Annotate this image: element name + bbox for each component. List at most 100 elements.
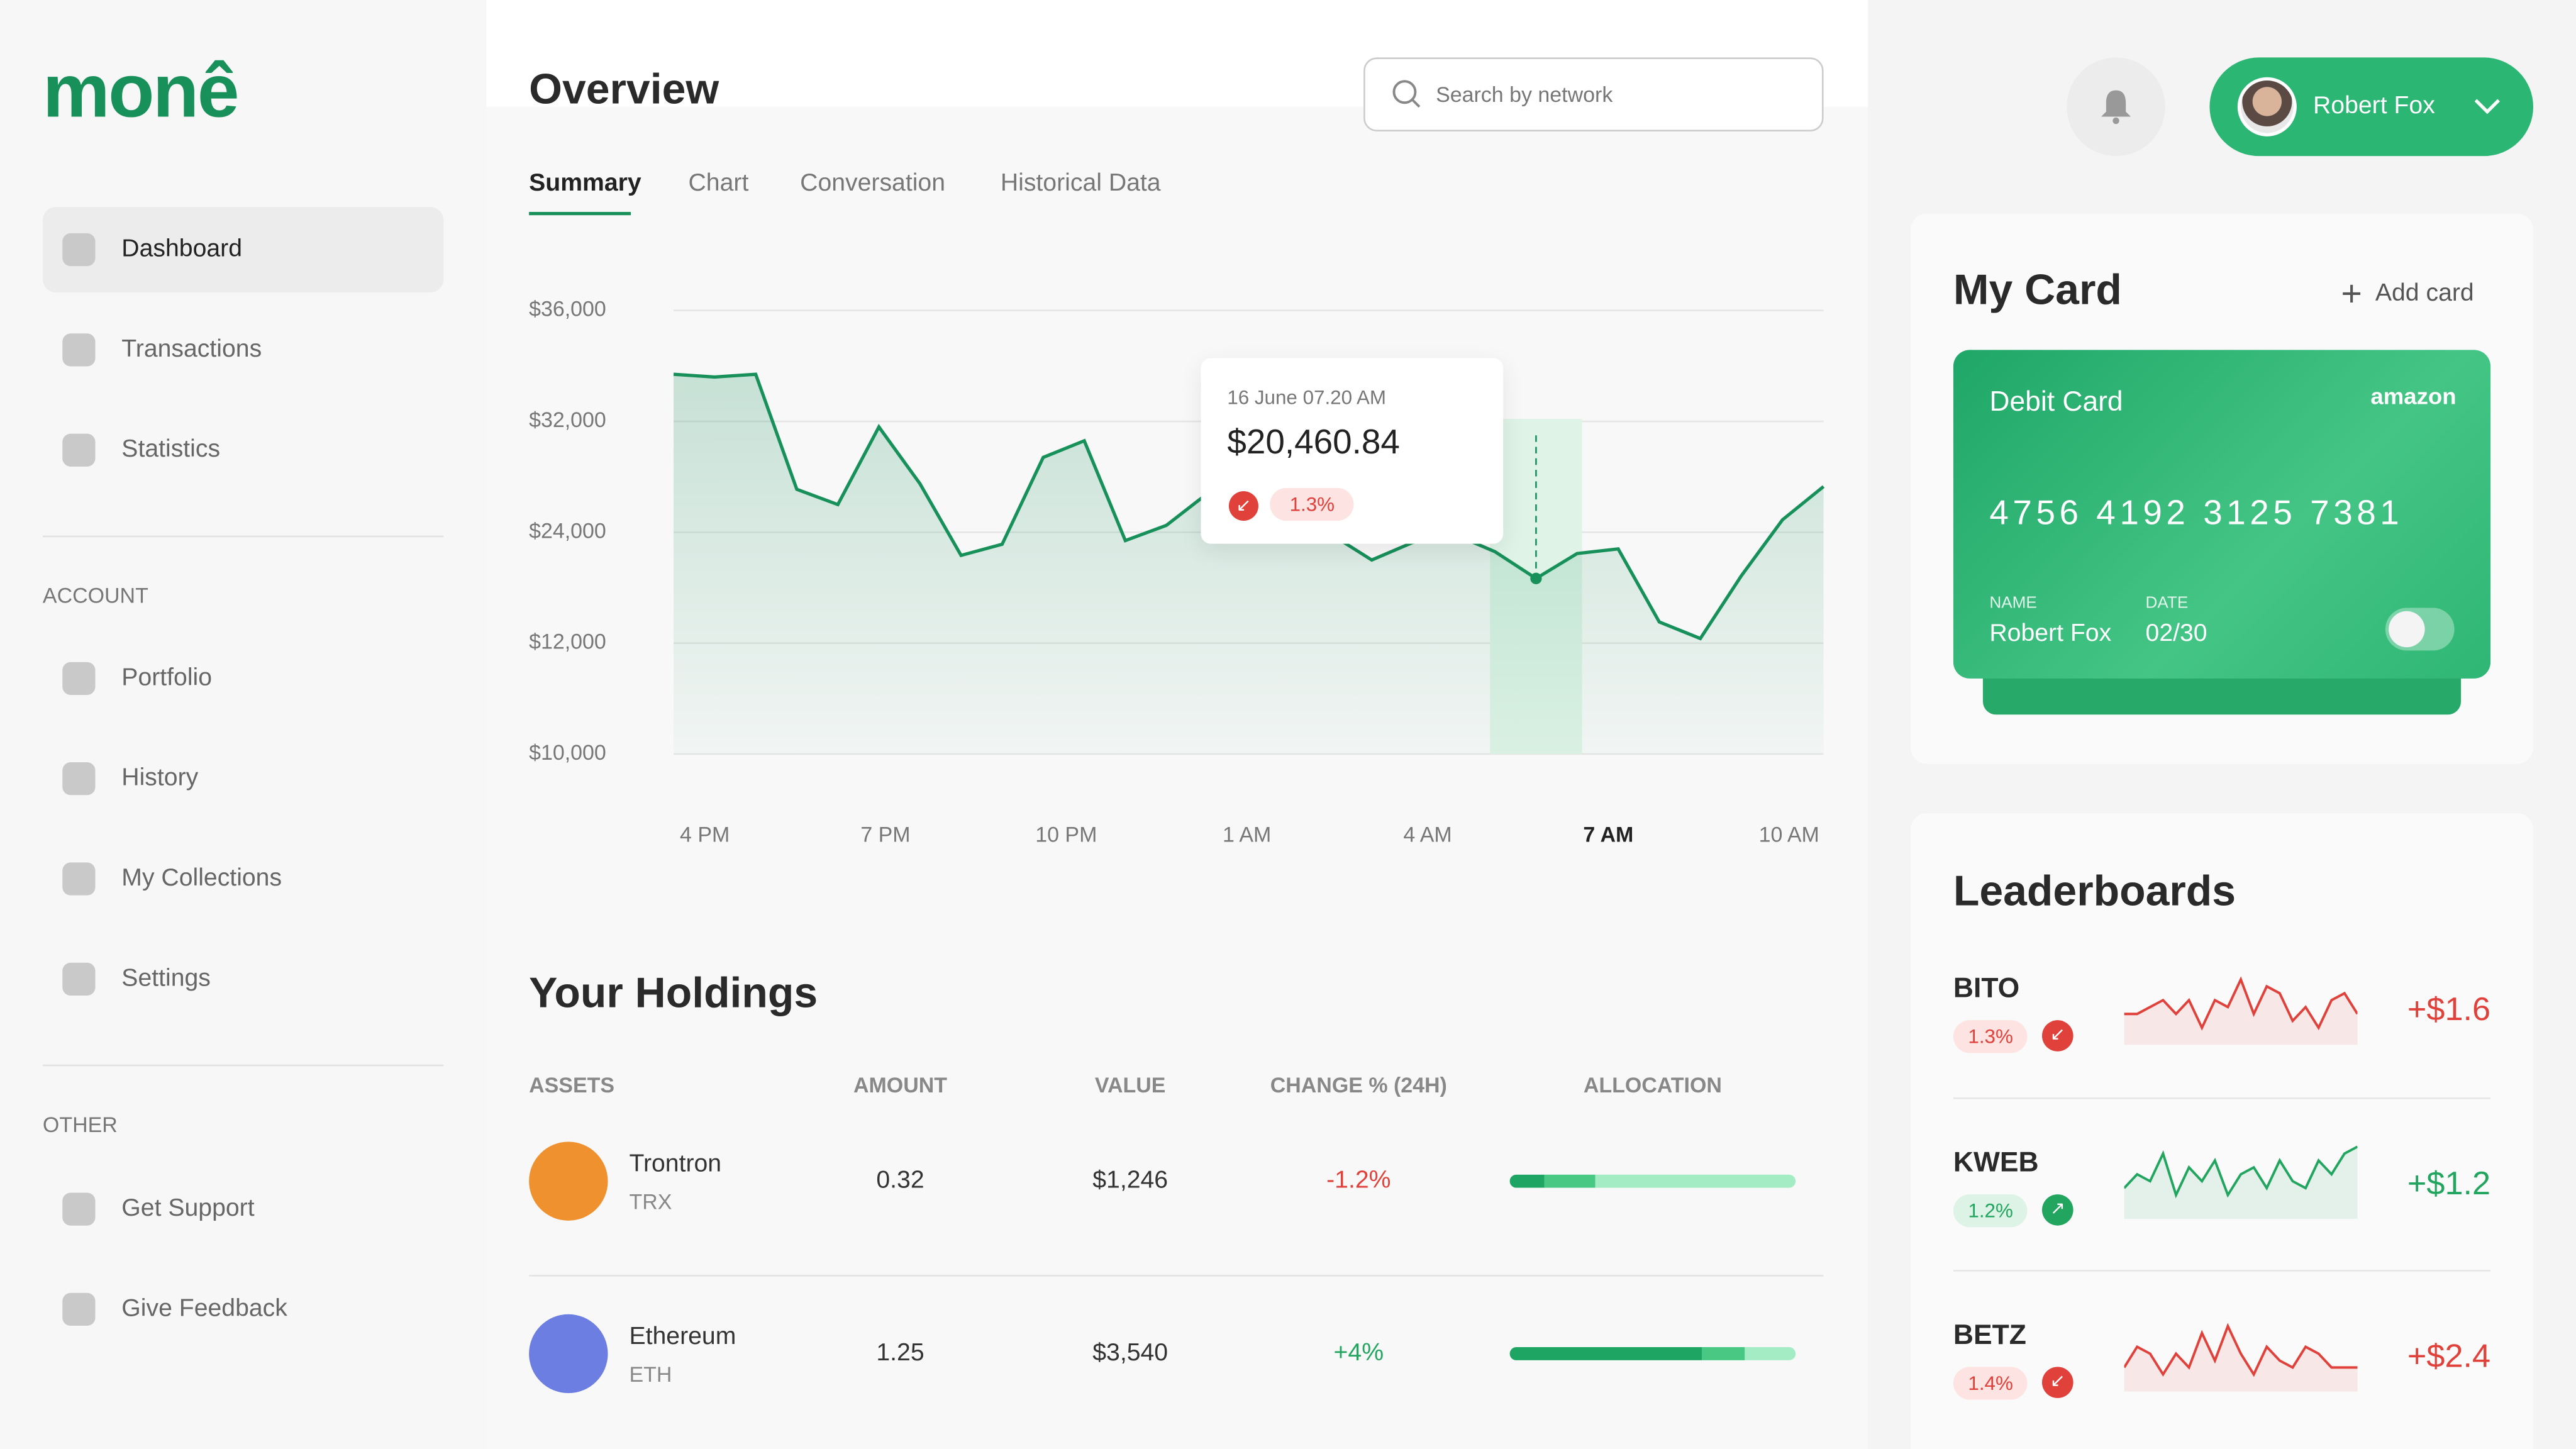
nav-item[interactable]: Statistics xyxy=(121,435,221,464)
tooltip: 16 June 07.20 AM $20,460.84 ↙ 1.3% xyxy=(1201,358,1504,544)
tooltip-date: 16 June 07.20 AM xyxy=(1227,386,1387,409)
nav-item[interactable]: Transactions xyxy=(121,335,262,364)
bell-button[interactable] xyxy=(2067,57,2165,157)
asset-name: Trontron xyxy=(629,1150,722,1178)
chevron xyxy=(2474,99,2501,114)
nav-icon xyxy=(62,233,96,267)
ticker: KWEB xyxy=(1953,1146,2039,1177)
change: -1.2% xyxy=(1326,1166,1391,1195)
asset-ticker: TRX xyxy=(629,1189,672,1214)
nav-item[interactable]: History xyxy=(121,763,199,792)
column-header: VALUE xyxy=(1094,1072,1166,1097)
divider xyxy=(42,1064,444,1067)
nav-item[interactable]: Portfolio xyxy=(121,663,213,692)
allocation-segment xyxy=(1544,1174,1596,1188)
leader-amount: +$1.6 xyxy=(2407,992,2491,1029)
nav-icon xyxy=(62,333,96,367)
sparkline-line xyxy=(2124,976,2358,1031)
sparkline-area xyxy=(2124,1326,2358,1392)
change: +4% xyxy=(1333,1338,1384,1367)
hover-point xyxy=(1530,572,1542,584)
logo: monê xyxy=(42,47,240,133)
change-badge: 1.2% xyxy=(1953,1193,2028,1227)
tab[interactable]: Summary xyxy=(529,169,641,197)
search-box[interactable]: Search by network xyxy=(1363,57,1824,131)
y-tick-label: $10,000 xyxy=(529,741,606,765)
amount: 0.32 xyxy=(876,1166,924,1195)
leader-amount: +$1.2 xyxy=(2407,1165,2491,1202)
add-card[interactable]: + Add card xyxy=(2341,273,2473,316)
sparkline xyxy=(2124,976,2358,1045)
row-divider xyxy=(1953,1096,2491,1099)
nav-item[interactable]: Dashboard xyxy=(121,235,243,263)
asset-icon xyxy=(529,1314,608,1394)
trend-arrow: ↗ xyxy=(2041,1193,2074,1225)
x-tick-label: 7 AM xyxy=(1583,823,1633,847)
x-tick-label: 1 AM xyxy=(1223,823,1271,847)
bell-icon xyxy=(2101,90,2131,125)
trend-arrow: ↙ xyxy=(2041,1020,2074,1052)
column-header: CHANGE % (24H) xyxy=(1270,1072,1447,1097)
price-chart: $36,000 $32,000 $24,000 $12,000 $10,000 4 PM 7… xyxy=(529,297,1825,847)
section-label: ACCOUNT xyxy=(42,583,148,608)
tab[interactable]: Historical Data xyxy=(1000,169,1161,197)
ticker: BITO xyxy=(1953,972,2020,1004)
profile-button[interactable]: Robert Fox xyxy=(2209,57,2534,157)
allocation-bar xyxy=(1509,1174,1796,1188)
tooltip-value: $20,460.84 xyxy=(1227,423,1400,462)
amount: 1.25 xyxy=(876,1338,924,1367)
leaderboard-title: Leaderboards xyxy=(1953,865,2236,915)
user-name: Robert Fox xyxy=(2312,92,2435,120)
tab-underline xyxy=(529,211,631,216)
nav-item[interactable]: My Collections xyxy=(121,864,282,892)
column-header: ASSETS xyxy=(529,1072,615,1097)
avatar xyxy=(2237,77,2297,136)
nav-item[interactable]: Give Feedback xyxy=(121,1294,287,1323)
ticker: BETZ xyxy=(1953,1319,2026,1351)
x-tick-label: 4 PM xyxy=(680,823,730,847)
nav-icon xyxy=(62,862,96,896)
tab[interactable]: Chart xyxy=(688,169,749,197)
area xyxy=(674,374,1824,754)
x-tick-label: 10 PM xyxy=(1035,823,1097,847)
debit-card[interactable]: Debit Card amazon 4756 4192 3125 7381 NA… xyxy=(1953,350,2491,679)
change-badge: 1.4% xyxy=(1953,1367,2028,1400)
page-title: Overview xyxy=(529,64,719,114)
card-kind: Debit Card xyxy=(1989,386,2123,418)
leader-amount: +$2.4 xyxy=(2407,1338,2491,1375)
y-tick-label: $36,000 xyxy=(529,297,606,321)
nav-icon xyxy=(62,762,96,796)
nav-item[interactable]: Get Support xyxy=(121,1194,255,1223)
column-header: AMOUNT xyxy=(853,1072,947,1097)
tab[interactable]: Conversation xyxy=(800,169,946,197)
sparkline-line xyxy=(2124,1145,2358,1198)
value: $3,540 xyxy=(1092,1338,1169,1367)
asset-icon xyxy=(529,1141,608,1221)
search-icon xyxy=(1392,80,1421,108)
change-badge: 1.3% xyxy=(1953,1020,2028,1053)
allocation-bar xyxy=(1509,1347,1796,1360)
card-number: 4756 4192 3125 7381 xyxy=(1989,494,2404,533)
y-tick-label: $24,000 xyxy=(529,519,606,543)
value: $1,246 xyxy=(1092,1166,1169,1195)
sparkline xyxy=(2124,1323,2358,1392)
allocation-segment xyxy=(1509,1174,1545,1188)
holdings-title: Your Holdings xyxy=(529,967,818,1017)
x-tick-label: 4 AM xyxy=(1403,823,1452,847)
asset-name: Ethereum xyxy=(629,1322,736,1351)
plus-icon: + xyxy=(2341,272,2362,314)
card-title: My Card xyxy=(1953,264,2122,314)
allocation-segment xyxy=(1701,1347,1745,1360)
card-holder: Robert Fox xyxy=(1989,619,2112,648)
nav-icon xyxy=(62,1292,96,1326)
y-tick-label: $12,000 xyxy=(529,630,606,654)
divider xyxy=(42,535,444,538)
add-card-label: Add card xyxy=(2375,279,2474,308)
nav-item[interactable]: Settings xyxy=(121,964,211,992)
card-date: 02/30 xyxy=(2145,619,2207,648)
section-label: OTHER xyxy=(42,1112,118,1137)
card-brand: amazon xyxy=(2370,382,2457,409)
